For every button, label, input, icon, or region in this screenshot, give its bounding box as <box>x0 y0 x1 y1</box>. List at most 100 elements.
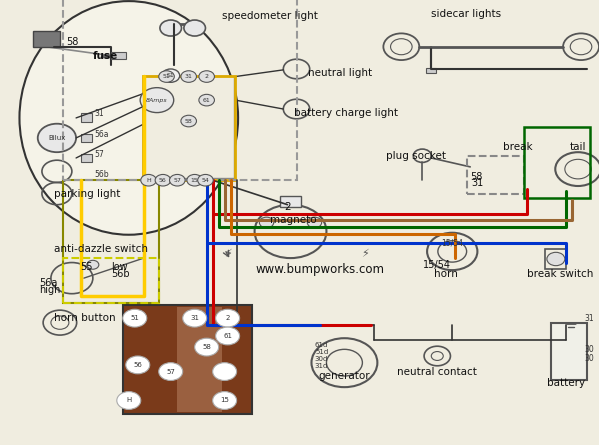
Bar <box>111 52 126 59</box>
Text: 2: 2 <box>205 74 208 79</box>
Circle shape <box>198 174 213 186</box>
Text: 31: 31 <box>95 109 104 118</box>
Text: 57: 57 <box>167 368 175 375</box>
Circle shape <box>187 174 202 186</box>
Bar <box>524 127 590 198</box>
Text: 56: 56 <box>159 178 167 183</box>
Text: tail: tail <box>570 142 586 152</box>
Circle shape <box>123 309 147 327</box>
Text: break switch: break switch <box>527 269 593 279</box>
Text: 31d: 31d <box>315 363 328 369</box>
Text: anti-dazzle switch: anti-dazzle switch <box>54 244 148 254</box>
Circle shape <box>140 88 174 113</box>
Text: low: low <box>111 262 128 272</box>
Text: 51d: 51d <box>315 348 328 355</box>
Text: ⚡: ⚡ <box>225 250 232 259</box>
Text: 51: 51 <box>131 315 139 321</box>
Text: speedometer light: speedometer light <box>222 11 317 20</box>
Circle shape <box>159 363 183 380</box>
Text: 31: 31 <box>184 74 193 79</box>
Text: 31: 31 <box>471 178 483 188</box>
Text: plug socket: plug socket <box>386 151 446 161</box>
Circle shape <box>170 174 185 186</box>
Circle shape <box>311 338 377 387</box>
Text: 31: 31 <box>190 315 199 321</box>
Circle shape <box>181 115 196 127</box>
Bar <box>143 76 235 180</box>
Bar <box>426 68 436 73</box>
Text: Bilux: Bilux <box>48 135 66 141</box>
Circle shape <box>159 71 174 82</box>
Circle shape <box>216 309 240 327</box>
Text: 8Amps: 8Amps <box>146 97 168 103</box>
Bar <box>81 134 92 142</box>
Text: 2: 2 <box>225 315 230 321</box>
Text: 61: 61 <box>223 333 232 339</box>
Text: 51: 51 <box>163 74 170 79</box>
Text: 54: 54 <box>201 178 210 183</box>
Bar <box>177 307 222 412</box>
Circle shape <box>162 69 180 82</box>
Text: 30: 30 <box>584 354 594 363</box>
Circle shape <box>199 94 214 106</box>
Circle shape <box>117 392 141 409</box>
Circle shape <box>216 327 240 345</box>
Circle shape <box>181 71 196 82</box>
Circle shape <box>183 309 207 327</box>
Bar <box>81 154 92 162</box>
Circle shape <box>141 174 156 186</box>
Circle shape <box>184 20 205 36</box>
Text: 15: 15 <box>220 397 229 404</box>
Circle shape <box>195 338 219 356</box>
Text: 58: 58 <box>202 344 211 350</box>
Text: horn: horn <box>434 269 458 279</box>
Text: 15: 15 <box>191 178 198 183</box>
Text: www.bumpworks.com: www.bumpworks.com <box>256 263 385 276</box>
Text: 58: 58 <box>470 172 482 182</box>
Bar <box>467 156 524 194</box>
Text: horn button: horn button <box>54 313 116 323</box>
Bar <box>63 258 159 303</box>
Text: neutral contact: neutral contact <box>397 367 477 376</box>
Circle shape <box>160 20 181 36</box>
Bar <box>123 305 252 414</box>
Text: 61: 61 <box>203 97 210 103</box>
Text: sidecar lights: sidecar lights <box>431 9 501 19</box>
Circle shape <box>87 260 99 269</box>
Text: 56b: 56b <box>111 269 129 279</box>
Text: 56: 56 <box>134 362 142 368</box>
Text: H: H <box>146 178 151 183</box>
Bar <box>551 323 587 380</box>
Text: 15/54: 15/54 <box>423 260 451 270</box>
Text: generator: generator <box>319 371 370 381</box>
Text: S1: S1 <box>167 73 174 78</box>
Text: 58: 58 <box>185 118 192 124</box>
Text: battery: battery <box>547 378 585 388</box>
Bar <box>545 249 566 269</box>
Text: 56a: 56a <box>95 130 109 139</box>
Text: fuse: fuse <box>93 51 118 61</box>
Circle shape <box>38 124 76 152</box>
Bar <box>144 76 234 178</box>
Text: 61d: 61d <box>315 342 328 348</box>
Text: 30d: 30d <box>315 356 328 362</box>
Circle shape <box>259 217 274 228</box>
Text: neutral light: neutral light <box>308 69 373 78</box>
Text: magneto: magneto <box>270 215 317 225</box>
Bar <box>33 31 60 47</box>
Circle shape <box>427 233 477 270</box>
Bar <box>81 113 92 122</box>
Bar <box>63 180 159 303</box>
Text: parking light: parking light <box>54 189 120 198</box>
Circle shape <box>199 71 214 82</box>
Circle shape <box>126 356 150 374</box>
Text: 31: 31 <box>584 314 594 323</box>
Text: H: H <box>126 397 131 404</box>
Circle shape <box>547 252 565 266</box>
Text: 56b: 56b <box>95 170 109 179</box>
Circle shape <box>255 205 326 258</box>
Text: ⚡: ⚡ <box>362 250 369 259</box>
Text: 57: 57 <box>173 178 181 183</box>
Bar <box>280 196 301 207</box>
Circle shape <box>307 217 322 228</box>
